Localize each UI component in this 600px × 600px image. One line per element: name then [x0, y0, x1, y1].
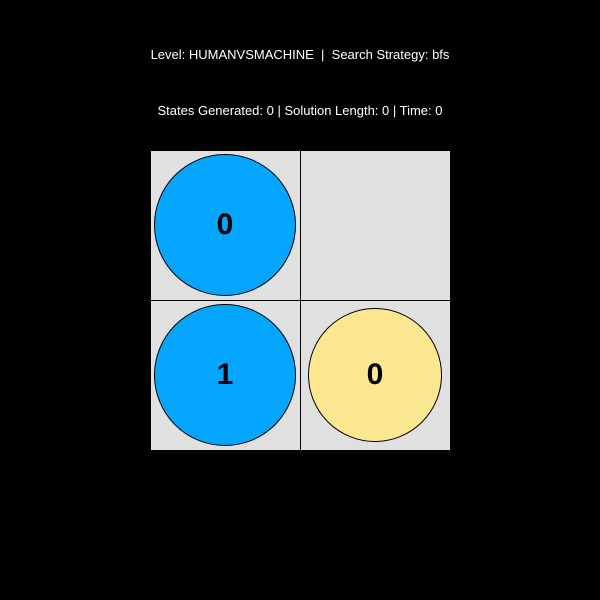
- board-cell-r0-c0[interactable]: 0: [151, 151, 300, 300]
- token-value: 0: [366, 358, 384, 391]
- yellow-token[interactable]: 0: [308, 308, 442, 442]
- board-cell-r0-c1[interactable]: [301, 151, 450, 300]
- board-cell-r1-c1[interactable]: 0: [301, 301, 450, 450]
- grid-divider-horizontal: [151, 300, 450, 301]
- token-value: 0: [216, 208, 234, 241]
- board-cell-r1-c0[interactable]: 1: [151, 301, 300, 450]
- blue-token[interactable]: 0: [154, 154, 296, 296]
- game-board: 0 1 0: [151, 151, 450, 450]
- level-strategy-label: Level: HUMANVSMACHINE | Search Strategy:…: [150, 47, 450, 62]
- token-value: 1: [216, 358, 234, 391]
- blue-token[interactable]: 1: [154, 304, 296, 446]
- search-stats-label: States Generated: 0 | Solution Length: 0…: [157, 103, 443, 118]
